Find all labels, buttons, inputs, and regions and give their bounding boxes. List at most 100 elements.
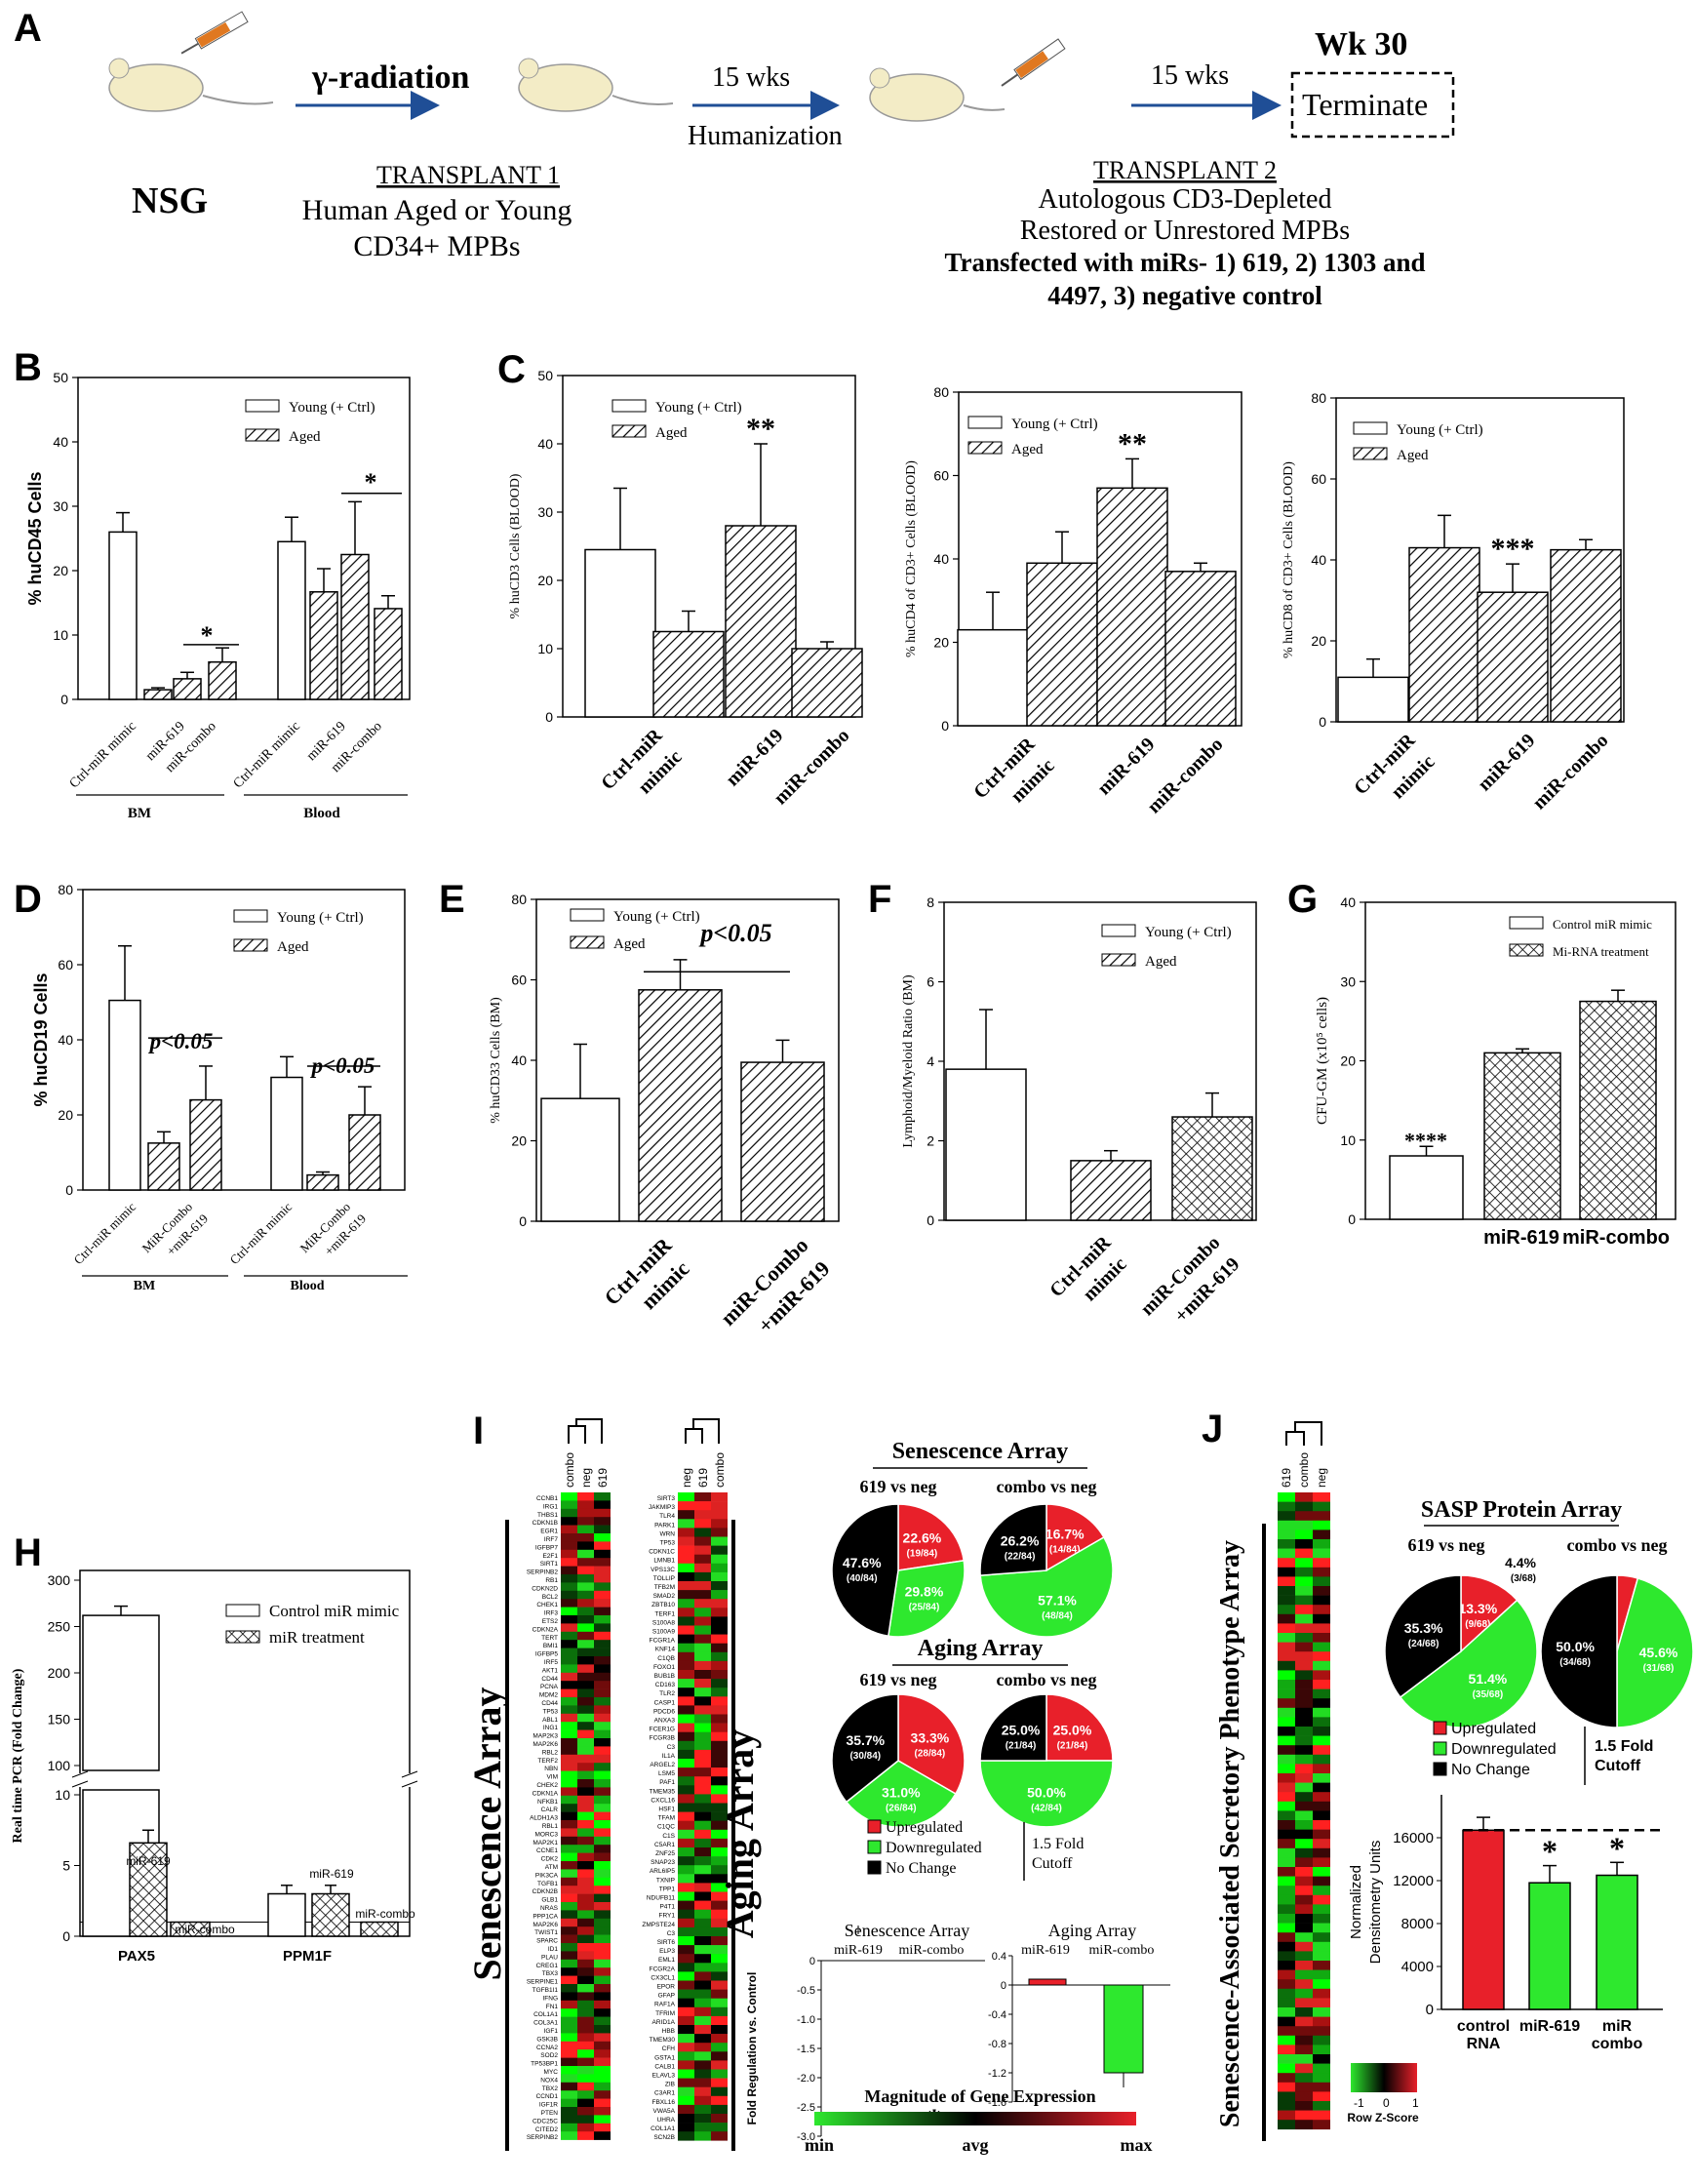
heatmap-cell [561,1984,577,1993]
heatmap-cell [594,1558,611,1567]
pie-percent: 35.3% [1404,1620,1443,1636]
heatmap-cell [694,1731,711,1742]
heatmap-cell [594,1640,611,1648]
x-tick-label: RNA [1467,2036,1501,2052]
heatmap-cell [1278,1941,1295,1952]
bar [1462,1829,1505,2010]
bar [725,525,797,718]
heatmap-cell [577,2049,594,2058]
gene-label: CDC25C [532,2118,558,2124]
heatmap-cell [1278,1520,1295,1530]
legend-label: Control miR mimic [269,1602,400,1620]
gene-label: TXNIP [656,1877,675,1884]
gene-label: NBN [544,1766,558,1772]
heatmap-cell [561,1697,577,1706]
heatmap-cell [1278,2026,1295,2037]
heatmap-cell [561,1640,577,1648]
pie-percent: 51.4% [1469,1671,1508,1687]
heatmap-cell [1278,1801,1295,1811]
bar [306,1173,339,1191]
gene-label: GSK3B [536,2036,558,2043]
heatmap-cell [577,1852,594,1862]
transplant-2-line: Transfected with miRs- 1) 619, 2) 1303 a… [945,248,1426,277]
heatmap-cell [678,2069,694,2079]
heatmap-cell [1278,1642,1295,1652]
legend-label: Aged [1011,442,1044,457]
heatmap-cell [594,1672,611,1682]
heatmap-cell [577,1959,594,1968]
legend-label: Aged [655,425,688,441]
bar [340,553,370,700]
heatmap-cell [711,2006,728,2017]
heatmap-cell [694,1608,711,1617]
pie-slice [979,1760,1114,1828]
dendrogram [1285,1421,1322,1446]
column-label: 619 [696,1468,710,1488]
y-tick-label: -0.5 [797,1985,815,1997]
heatmap-cell [594,1861,611,1870]
pie-slice [831,1693,899,1804]
heatmap-cell [561,1738,577,1747]
legend-label: Young (+ Ctrl) [613,909,700,925]
heatmap-cell [577,1934,594,1944]
pie-title: combo vs neg [997,1477,1097,1496]
heatmap-cell [678,1581,694,1591]
heatmap-cell [694,1811,711,1821]
heatmap-cell [678,1918,694,1928]
gene-label: IRF5 [544,1659,558,1666]
plot-frame [77,377,411,700]
heatmap-cell [678,1740,694,1751]
heatmap-cell [1295,1782,1313,1793]
heatmap-cell [678,1785,694,1795]
heatmap-cell [1313,1904,1330,1915]
y-axis-label: Normalized [1348,1865,1364,1939]
heatmap-cell [561,1943,577,1952]
heatmap-cell [577,1729,594,1739]
y-tick-label: 2 [927,1133,934,1149]
pie-count: (26/84) [886,1803,917,1813]
legend-label: 1.5 Fold [1032,1836,1084,1852]
gene-label: LMNB1 [653,1558,675,1565]
chart-G: 0 10 20 30 40 CFU-GM (x10⁵ cells) Control miR … [1315,894,1676,1227]
heatmap-cell [1278,1586,1295,1596]
legend-label: No Change [886,1860,956,1877]
heatmap-cell [1295,1492,1313,1502]
heatmap-cell [694,1643,711,1653]
y-tick-label: 40 [537,436,553,452]
heatmap-cell [577,1508,594,1518]
heatmap-cell [561,1566,577,1575]
transplant-2-line: Autologous CD3-Depleted [1039,184,1332,215]
chart-E: 0 20 40 60 80 % huCD33 Cells (BM) Young (+ Ctr… [489,892,840,1337]
pie-title: combo vs neg [997,1670,1097,1689]
heatmap-cell [678,1945,694,1955]
bar [945,1068,1027,1221]
gene-label: IRG1 [543,1503,559,1510]
group-label: Blood [303,806,340,821]
heatmap-cell [1313,2026,1330,2037]
heatmap-cell [561,1599,577,1608]
heatmap-cell [694,1820,711,1831]
heatmap-cell [561,1902,577,1911]
legend-swatch [245,428,280,442]
heatmap-cell [1313,1894,1330,1905]
heatmap-cell [1295,1529,1313,1540]
heatmap-cell [577,2107,594,2116]
heatmap-cell [694,1554,711,1565]
heatmap-cell [577,1525,594,1534]
bar [1477,591,1549,723]
heatmap-cell [694,1688,711,1697]
heatmap-cell [711,1883,728,1892]
bar-label: miR-619 [309,1867,354,1881]
heatmap-cell [1278,1567,1295,1577]
gene-label: ARID1A [652,2019,676,2026]
gene-label: ELAVL3 [652,2073,676,2080]
heatmap-cell [594,1984,611,1993]
heatmap-cell [678,1856,694,1866]
heatmap-cell [577,1754,594,1764]
bar [173,678,202,700]
heatmap-cell [694,1980,711,1990]
gene-label: TOLLIP [653,1575,675,1582]
pie-slice [1045,1503,1105,1572]
chart-J-bar: 0 4000 8000 12000 16000 Normalized Densitometr… [1348,1795,1663,2052]
heatmap-cell [711,1900,728,1910]
